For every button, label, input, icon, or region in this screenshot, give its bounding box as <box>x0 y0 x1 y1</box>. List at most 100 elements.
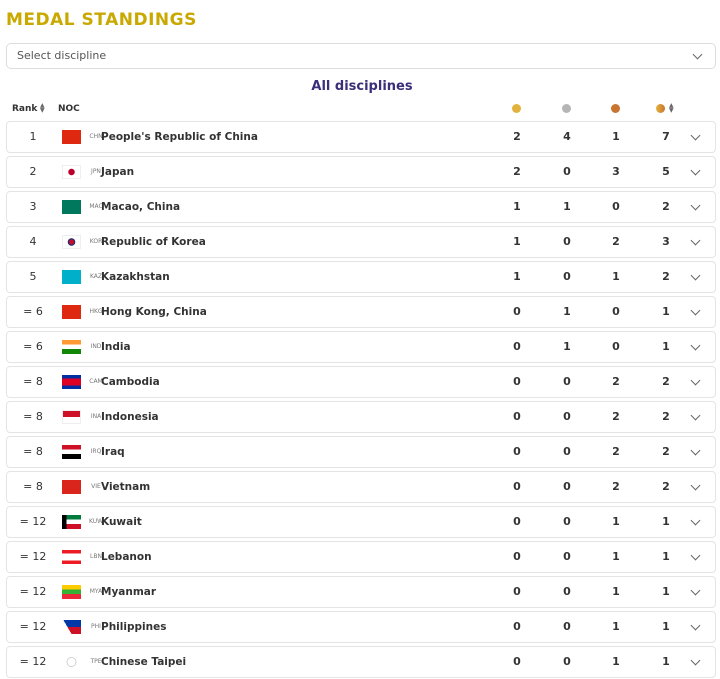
table-row[interactable]: = 8 CAM Cambodia 0 0 2 2 <box>6 366 716 398</box>
total-count: 1 <box>662 620 670 633</box>
discipline-select[interactable]: Select discipline <box>6 43 716 69</box>
noc-code: KAZ <box>89 273 103 280</box>
bronze-count: 0 <box>612 340 620 353</box>
total-count: 3 <box>662 235 670 248</box>
total-count: 1 <box>662 655 670 668</box>
row-chevron[interactable] <box>690 270 701 281</box>
gold-count: 2 <box>513 165 521 178</box>
row-chevron[interactable] <box>690 200 701 211</box>
rank-header[interactable]: Rank <box>12 104 38 114</box>
total-count: 1 <box>662 515 670 528</box>
select-placeholder: Select discipline <box>17 49 107 62</box>
table-row[interactable]: = 8 VIE Vietnam 0 0 2 2 <box>6 471 716 503</box>
table-row[interactable]: = 6 HKG Hong Kong, China 0 1 0 1 <box>6 296 716 328</box>
rank: 1 <box>29 130 37 143</box>
gold-count: 2 <box>513 130 521 143</box>
silver-count: 0 <box>563 550 571 563</box>
row-chevron[interactable] <box>690 515 701 526</box>
gold-count: 0 <box>513 480 521 493</box>
table-row[interactable]: 2 JPN Japan 2 0 3 5 <box>6 156 716 188</box>
country-name: Macao, China <box>101 201 181 213</box>
silver-icon[interactable] <box>562 104 571 113</box>
gold-count: 1 <box>513 200 521 213</box>
bronze-count: 1 <box>612 655 620 668</box>
country-name: Indonesia <box>101 411 159 423</box>
row-chevron[interactable] <box>690 585 701 596</box>
row-chevron[interactable] <box>690 410 701 421</box>
total-count: 1 <box>662 305 670 318</box>
flag <box>62 410 81 424</box>
table-row[interactable]: 3 MAC Macao, China 1 1 0 2 <box>6 191 716 223</box>
gold-count: 0 <box>513 375 521 388</box>
total-icon[interactable] <box>656 104 665 113</box>
table-row[interactable]: = 8 INA Indonesia 0 0 2 2 <box>6 401 716 433</box>
table-row[interactable]: 4 KOR Republic of Korea 1 0 2 3 <box>6 226 716 258</box>
noc-code: LBN <box>90 553 102 560</box>
rank: = 12 <box>19 550 47 563</box>
silver-count: 1 <box>563 305 571 318</box>
bronze-icon[interactable] <box>611 104 620 113</box>
noc-code: IND <box>90 343 102 350</box>
table-row[interactable]: 5 KAZ Kazakhstan 1 0 1 2 <box>6 261 716 293</box>
table-row[interactable]: = 12 KUW Kuwait 0 0 1 1 <box>6 506 716 538</box>
gold-count: 0 <box>513 515 521 528</box>
rank: 5 <box>29 270 37 283</box>
bronze-count: 1 <box>612 270 620 283</box>
row-chevron[interactable] <box>690 165 701 176</box>
table-row[interactable]: = 8 IRQ Iraq 0 0 2 2 <box>6 436 716 468</box>
gold-count: 0 <box>513 445 521 458</box>
bronze-count: 2 <box>612 235 620 248</box>
row-chevron[interactable] <box>690 340 701 351</box>
silver-count: 0 <box>563 655 571 668</box>
gold-count: 1 <box>513 270 521 283</box>
noc-code: JPN <box>91 168 101 175</box>
sort-icon: ▲ ▼ <box>40 102 45 114</box>
country-name: Kuwait <box>101 516 142 528</box>
table-row[interactable]: 1 CHN People's Republic of China 2 4 1 7 <box>6 121 716 153</box>
bronze-count: 1 <box>612 515 620 528</box>
flag <box>62 480 81 494</box>
total-count: 1 <box>662 340 670 353</box>
table-row[interactable]: = 12 MYA Myanmar 0 0 1 1 <box>6 576 716 608</box>
row-chevron[interactable] <box>690 550 701 561</box>
silver-count: 0 <box>563 445 571 458</box>
table-row[interactable]: = 6 IND India 0 1 0 1 <box>6 331 716 363</box>
flag <box>62 165 81 179</box>
flag <box>62 375 81 389</box>
country-name: Japan <box>101 166 135 178</box>
row-chevron[interactable] <box>690 655 701 666</box>
total-count: 1 <box>662 585 670 598</box>
row-chevron[interactable] <box>690 445 701 456</box>
rank: = 12 <box>19 515 47 528</box>
table-row[interactable]: = 12 TPE Chinese Taipei 0 0 1 1 <box>6 646 716 678</box>
bronze-count: 2 <box>612 480 620 493</box>
row-chevron[interactable] <box>690 620 701 631</box>
row-chevron[interactable] <box>690 375 701 386</box>
row-chevron[interactable] <box>690 235 701 246</box>
row-chevron[interactable] <box>690 130 701 141</box>
silver-count: 4 <box>563 130 571 143</box>
noc-code: VIE <box>91 483 101 490</box>
country-name: Hong Kong, China <box>101 306 207 318</box>
page-title: MEDAL STANDINGS <box>6 10 197 30</box>
row-chevron[interactable] <box>690 305 701 316</box>
bronze-count: 3 <box>612 165 620 178</box>
gold-icon[interactable] <box>512 104 521 113</box>
rank: = 6 <box>23 340 43 353</box>
row-chevron[interactable] <box>690 480 701 491</box>
noc-code: MAC <box>89 203 103 210</box>
country-name: Cambodia <box>101 376 160 388</box>
bronze-count: 1 <box>612 130 620 143</box>
country-name: Iraq <box>101 446 125 458</box>
silver-count: 0 <box>563 270 571 283</box>
table-row[interactable]: = 12 PHI Philippines 0 0 1 1 <box>6 611 716 643</box>
flag <box>62 620 81 634</box>
select-chevron <box>692 49 703 60</box>
country-name: Republic of Korea <box>101 236 206 248</box>
table-row[interactable]: = 12 LBN Lebanon 0 0 1 1 <box>6 541 716 573</box>
noc-code: KOR <box>89 238 103 245</box>
country-name: Philippines <box>101 621 167 633</box>
flag <box>62 445 81 459</box>
country-name: Kazakhstan <box>101 271 170 283</box>
flag <box>62 515 81 529</box>
